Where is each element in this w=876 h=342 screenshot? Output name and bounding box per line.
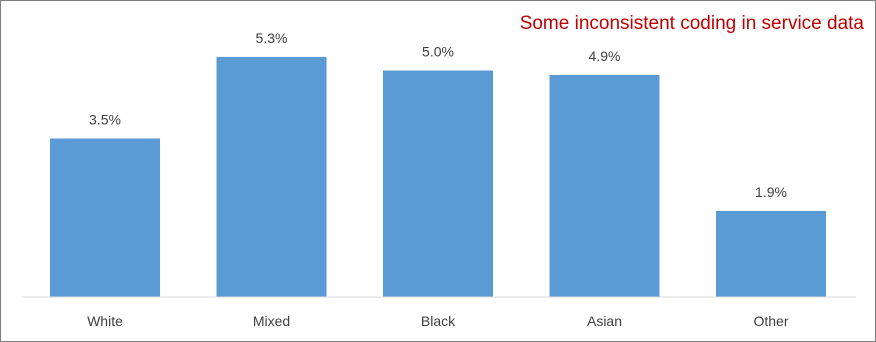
category-labels-group: White Mixed Black Asian Other xyxy=(87,313,789,329)
value-label-black: 5.0% xyxy=(422,44,454,60)
category-label-asian: Asian xyxy=(587,313,622,329)
annotation-note: Some inconsistent coding in service data xyxy=(520,13,865,34)
bar-asian xyxy=(549,75,660,297)
value-label-other: 1.9% xyxy=(755,184,787,200)
value-labels-group: 3.5% 5.3% 5.0% 4.9% 1.9% xyxy=(89,30,787,200)
category-label-mixed: Mixed xyxy=(253,313,290,329)
bar-mixed xyxy=(216,56,327,298)
category-label-white: White xyxy=(87,313,123,329)
value-label-white: 3.5% xyxy=(89,112,121,128)
category-label-black: Black xyxy=(421,313,456,329)
value-label-asian: 4.9% xyxy=(589,48,621,64)
category-label-other: Other xyxy=(753,313,788,329)
bar-black xyxy=(383,70,493,297)
bar-white xyxy=(50,138,160,297)
bars-group xyxy=(50,56,826,298)
value-label-mixed: 5.3% xyxy=(256,30,288,46)
bar-other xyxy=(716,210,826,297)
